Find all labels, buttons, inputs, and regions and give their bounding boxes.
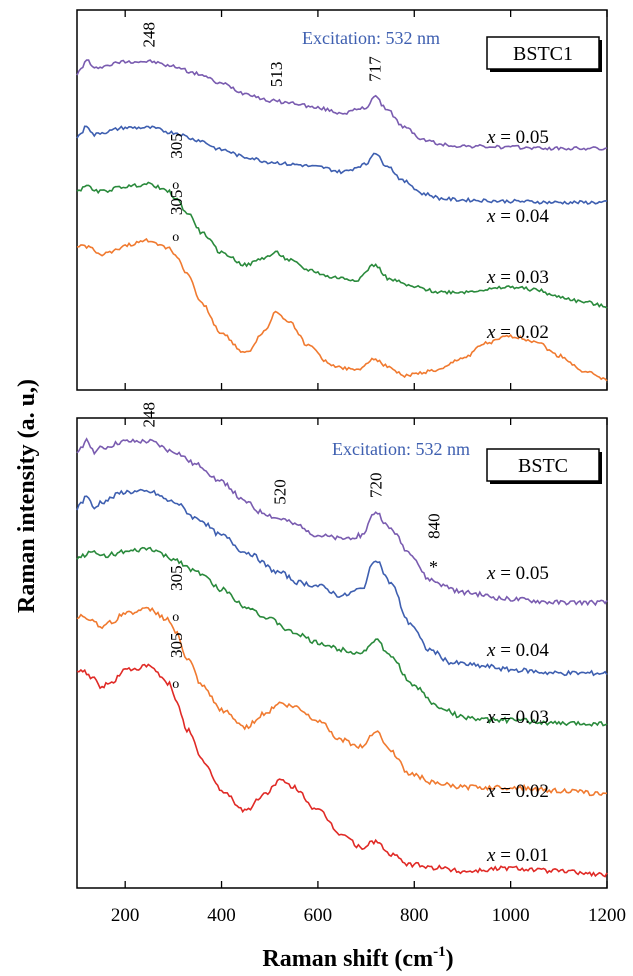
asterisk-marker: * bbox=[429, 557, 438, 577]
excitation-label: Excitation: 532 nm bbox=[302, 28, 440, 48]
series-label: x = 0.03 bbox=[486, 707, 549, 728]
series-label: x = 0.03 bbox=[486, 267, 549, 288]
circle-marker: o bbox=[172, 677, 179, 692]
chart-panel-bstc: 200 400 600 800 1000 1200 x = 0.05 x = 0.04 x = … bbox=[76, 402, 626, 926]
peak-label-305: 305 bbox=[167, 133, 186, 159]
series-label: x = 0.04 bbox=[486, 206, 549, 227]
peak-label-840: 840 bbox=[425, 513, 444, 539]
peak-label-720: 720 bbox=[367, 473, 386, 499]
plot-frame bbox=[76, 9, 608, 391]
tag-box bbox=[486, 448, 600, 482]
x-axis-label-superscript: -1 bbox=[433, 944, 446, 960]
peak-label-248: 248 bbox=[139, 402, 158, 428]
series-label: x = 0.05 bbox=[486, 127, 549, 148]
peak-label-520: 520 bbox=[270, 479, 289, 505]
peak-label-305: 305 bbox=[167, 633, 186, 659]
series-label: x = 0.05 bbox=[486, 563, 549, 584]
x-axis-label-main: Raman shift (cm bbox=[262, 946, 433, 972]
peak-label-305: 305 bbox=[167, 565, 186, 591]
series-line-005 bbox=[76, 59, 608, 151]
peak-label-248: 248 bbox=[139, 22, 158, 48]
circle-marker: o bbox=[172, 610, 179, 625]
x-tick-label: 800 bbox=[400, 905, 429, 926]
x-tick-label: 200 bbox=[111, 905, 140, 926]
peak-label-717: 717 bbox=[365, 56, 384, 82]
excitation-label: Excitation: 532 nm bbox=[332, 439, 470, 459]
x-axis-label-close: ) bbox=[446, 946, 454, 972]
x-axis-label: Raman shift (cm-1) bbox=[262, 944, 453, 972]
sample-tag: BSTC bbox=[518, 455, 568, 477]
series-label: x = 0.02 bbox=[486, 322, 549, 343]
series-label: x = 0.04 bbox=[486, 640, 549, 661]
series-line-002 bbox=[77, 237, 608, 382]
svg-text:Raman shift (cm-1): Raman shift (cm-1) bbox=[262, 944, 453, 972]
x-tick-label: 400 bbox=[207, 905, 236, 926]
circle-marker: o bbox=[172, 178, 179, 193]
series-line-003 bbox=[76, 546, 608, 727]
chart-panel-bstc1: x = 0.05 x = 0.04 x = 0.03 x = 0.02 248 513 71… bbox=[76, 9, 608, 391]
x-tick-label: 1200 bbox=[588, 905, 626, 926]
series-line-005 bbox=[76, 437, 608, 607]
series-label: x = 0.02 bbox=[486, 781, 549, 802]
series-line-001 bbox=[76, 663, 608, 878]
tag-box bbox=[486, 36, 600, 70]
series-line-004 bbox=[76, 125, 608, 205]
y-axis-label: Raman intensity (a. u,) bbox=[14, 379, 40, 613]
peak-label-513: 513 bbox=[267, 62, 286, 88]
series-line-002 bbox=[76, 606, 607, 797]
circle-marker: o bbox=[172, 230, 179, 245]
sample-tag: BSTC1 bbox=[513, 43, 573, 65]
x-tick-label: 1000 bbox=[492, 905, 530, 926]
series-label: x = 0.01 bbox=[486, 845, 549, 866]
series-line-003 bbox=[76, 181, 608, 309]
peak-label-305: 305 bbox=[167, 190, 186, 216]
x-tick-label: 600 bbox=[304, 905, 333, 926]
plot-frame bbox=[76, 417, 608, 889]
series-line-004 bbox=[76, 488, 608, 677]
